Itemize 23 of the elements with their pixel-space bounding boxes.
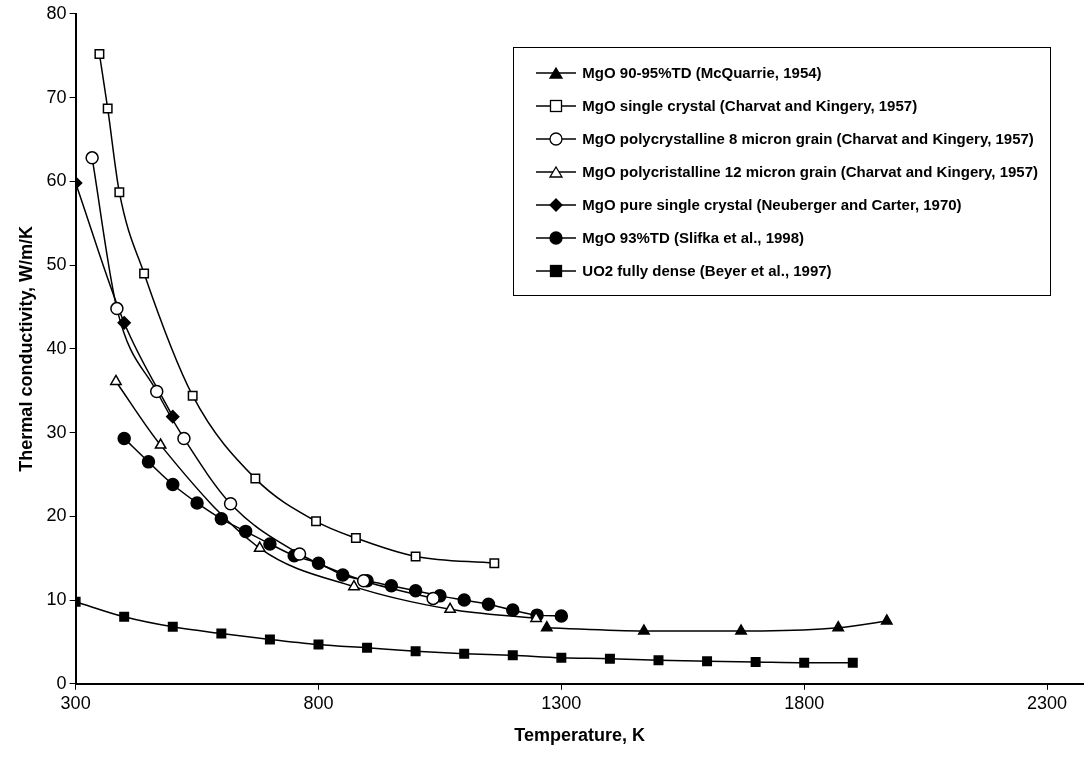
y-tick-label: 30 (46, 421, 67, 442)
legend-label: MgO pure single crystal (Neuberger and Carter, 1970) (582, 196, 962, 213)
y-tick-label: 10 (46, 589, 67, 610)
legend-label: MgO single crystal (Charvat and Kingery, 1957) (582, 97, 918, 114)
legend-label: MgO 90-95%TD (McQuarrie, 1954) (582, 64, 822, 81)
legend-label: MgO polycristalline 12 micron grain (Charvat and Kingery, 1957) (582, 163, 1038, 180)
y-tick-label: 20 (46, 505, 67, 526)
x-tick-label: 300 (60, 692, 91, 713)
x-tick-label: 800 (303, 692, 334, 713)
legend-label: MgO 93%TD (Slifka et al., 1998) (582, 229, 805, 246)
y-axis-title: Thermal conductivity, W/m/K (15, 225, 36, 472)
y-tick-label: 80 (46, 2, 67, 23)
x-tick-label: 2300 (1027, 692, 1068, 713)
x-axis-title: Temperature, K (514, 725, 645, 746)
x-tick-label: 1300 (541, 692, 582, 713)
legend-label: UO2 fully dense (Beyer et al., 1997) (582, 262, 832, 279)
y-tick-label: 60 (46, 170, 67, 191)
y-tick-label: 0 (56, 672, 67, 693)
y-tick-label: 50 (46, 254, 67, 275)
y-tick-label: 40 (46, 337, 67, 358)
y-tick-label: 70 (46, 86, 67, 107)
x-tick-label: 1800 (784, 692, 825, 713)
legend-label: MgO polycrystalline 8 micron grain (Charvat and Kingery, 1957) (582, 130, 1034, 147)
